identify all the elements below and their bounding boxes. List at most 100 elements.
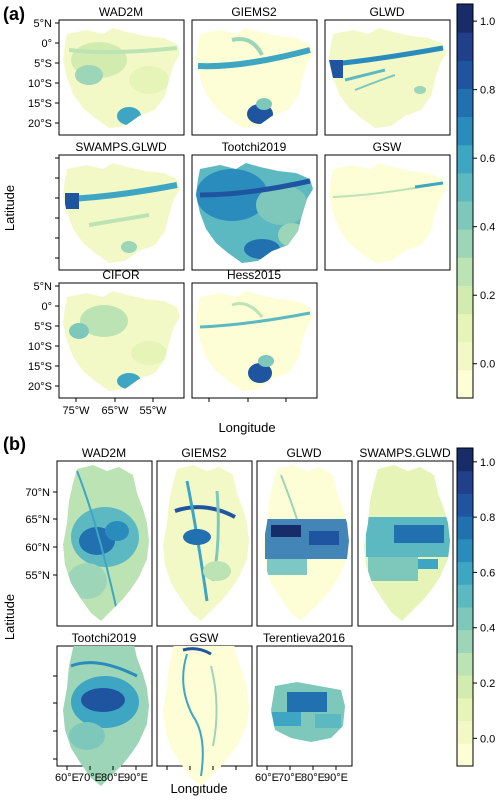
lon-tick-b-r2-2: 70°E [278,772,302,784]
lat-tick-a-r3-4: 10°S [28,341,52,353]
map-a-title-giems2: GIEMS2 [231,5,277,19]
map-a-title-cifor: CIFOR [102,268,140,282]
colorbar-frame [456,447,474,767]
lon-tick-b-2: 70°E [78,772,102,784]
colorbar-swatch [457,675,473,699]
map-a-cifor [58,282,185,399]
colorbar-swatch [457,144,473,174]
colorbar-b: 0.0 0.2 0.4 0.6 0.8 1.0 [456,447,495,767]
colorbar-tick-label: 0.8 [480,85,495,97]
lat-tick-a-r3-5: 15°S [28,361,52,373]
map-a-tootchi2019 [191,154,318,271]
lat-ticks-a-row2 [55,157,59,259]
colorbar-swatch [457,60,473,89]
map-b-glwd [256,460,353,627]
lon-tick-b-3: 80°E [101,772,125,784]
lat-tick-a-r3-6: 20°S [28,381,52,393]
colorbar-tick-label: 1.0 [480,457,495,469]
colorbar-swatch [457,257,473,286]
panel-b-label: (b) [3,434,26,454]
lat-tick-a-1: 5°N [34,18,53,30]
map-a-title-glwd: GLWD [369,5,404,19]
colorbar-swatch [457,720,473,744]
lon-tick-b-4: 90°E [124,772,148,784]
colorbar-swatch [457,285,473,315]
lon-tick-b-1: 60°E [55,772,79,784]
lon-tick-b-r2-3: 80°E [301,772,325,784]
colorbar-tick-label: 0.4 [480,222,495,234]
map-a-giems2 [191,19,318,136]
colorbar-swatch [457,493,473,517]
colorbar-swatch [457,172,473,202]
colorbar-swatch [457,561,473,585]
lon-tick-a-3: 55°W [139,405,167,417]
colorbar-swatch [457,313,473,343]
panel-b-xlabel: Longitude [170,781,227,796]
colorbar-a: 0.0 0.2 0.4 0.6 0.8 1.0 [456,3,495,399]
lat-tick-a-r3-2: 0° [41,301,52,313]
colorbar-tick-label: 0.0 [480,733,495,745]
map-b-title-terentieva2016: Terentieva2016 [263,631,345,645]
lon-axis-b: 60°E 70°E 80°E 90°E 60°E 70°E 80°E 90°E [55,766,348,784]
colorbar-swatch [457,369,473,399]
map-a-glwd [324,19,451,136]
colorbar-tick-label: 0.2 [480,290,495,302]
colorbar-tick-label: 0.8 [480,512,495,524]
lon-tick-b-r2-1: 60°E [255,772,279,784]
map-b-title-glwd: GLWD [286,446,321,460]
colorbar-swatch [457,629,473,653]
colorbar-swatch [457,88,473,118]
map-b-wad2m [56,460,153,627]
map-b-title-swamps-glwd: SWAMPS.GLWD [359,446,451,460]
lat-tick-a-3: 5°S [34,58,52,70]
lat-tick-b-1: 70°N [25,487,50,499]
map-a-title-swamps-glwd: SWAMPS.GLWD [75,140,167,154]
lon-tick-a-2: 65°W [101,405,129,417]
lat-tick-a-4: 10°S [28,78,52,90]
colorbar-swatch [457,584,473,608]
lon-tick-b-r2-4: 90°E [324,772,348,784]
lat-tick-b-4: 55°N [25,570,50,582]
lat-tick-a-r3-3: 5°S [34,321,52,333]
map-a-title-tootchi2019: Tootchi2019 [222,140,287,154]
colorbar-swatch [457,470,473,494]
colorbar-frame [456,3,474,399]
lat-tick-b-3: 60°N [25,542,50,554]
map-b-giems2 [156,460,253,627]
colorbar-tick-label: 1.0 [480,16,495,28]
map-a-title-hess2015: Hess2015 [227,268,281,282]
map-b-swamps-glwd [357,460,454,627]
panel-a-xlabel: Longitude [218,420,275,435]
colorbar-swatch [457,448,473,472]
colorbar-swatch [457,743,473,767]
panel-a-label: (a) [3,4,25,24]
colorbar-swatch [457,697,473,722]
map-b-tootchi2019 [56,645,153,786]
colorbar-swatch [457,516,473,540]
map-b-terentieva2016 [256,645,353,767]
lat-tick-a-5: 15°S [28,98,52,110]
panel-b-ylabel: Latitude [2,594,17,640]
colorbar-swatch [457,538,473,563]
lon-tick-a-1: 75°W [62,405,90,417]
colorbar-swatch [457,341,473,371]
colorbar-tick-label: 0.6 [480,567,495,579]
map-b-title-giems2: GIEMS2 [181,446,227,460]
panel-a-ylabel: Latitude [2,185,17,231]
colorbar-swatch [457,607,473,631]
colorbar-swatch [457,652,473,676]
lon-axis-a: 75°W 65°W 55°W [62,398,287,417]
colorbar-tick-label: 0.2 [480,678,495,690]
colorbar-swatch [457,4,473,33]
lat-tick-a-6: 20°S [28,118,52,130]
colorbar-tick-label: 0.6 [480,153,495,165]
lat-tick-b-2: 65°N [25,514,50,526]
lat-ticks-a-row3: 5°N 0° 5°S 10°S 15°S 20°S [28,281,59,393]
colorbar-tick-label: 0.0 [480,359,495,371]
colorbar-swatch [457,116,473,146]
lat-tick-a-r3-1: 5°N [34,281,53,293]
map-b-title-gsw: GSW [190,631,219,645]
map-a-gsw [324,154,451,271]
colorbar-swatch [457,201,473,230]
